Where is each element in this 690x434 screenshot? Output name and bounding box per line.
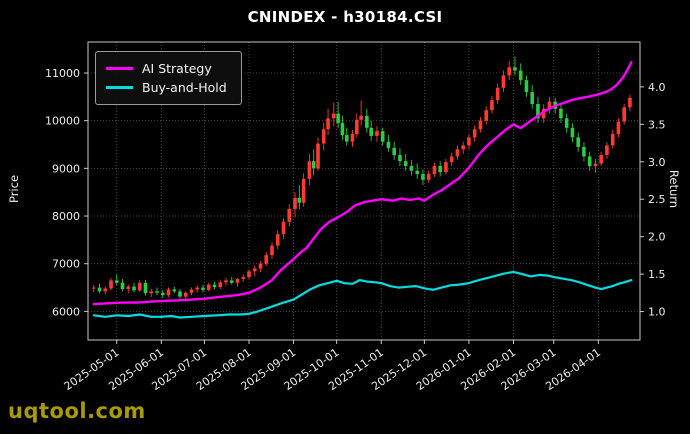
svg-text:2.5: 2.5 bbox=[648, 193, 666, 206]
svg-text:1.5: 1.5 bbox=[648, 268, 666, 281]
svg-text:9000: 9000 bbox=[52, 162, 80, 175]
y-axis-label-price: Price bbox=[7, 174, 21, 204]
svg-text:6000: 6000 bbox=[52, 305, 80, 318]
svg-text:2.0: 2.0 bbox=[648, 231, 666, 244]
svg-text:10000: 10000 bbox=[45, 115, 80, 128]
svg-text:3.0: 3.0 bbox=[648, 156, 666, 169]
svg-text:11000: 11000 bbox=[45, 67, 80, 80]
buy-and-hold-line-swatch bbox=[106, 86, 133, 89]
svg-text:4.0: 4.0 bbox=[648, 81, 666, 94]
legend-item-ai-strategy: AI Strategy bbox=[106, 59, 227, 78]
y-axis-label-return: Return bbox=[667, 169, 681, 209]
svg-text:7000: 7000 bbox=[52, 258, 80, 271]
watermark: uqtool.com bbox=[8, 399, 146, 423]
ai-strategy-line-swatch bbox=[106, 67, 133, 70]
svg-text:1.0: 1.0 bbox=[648, 306, 666, 319]
svg-text:8000: 8000 bbox=[52, 210, 80, 223]
svg-text:3.5: 3.5 bbox=[648, 118, 666, 131]
legend: AI Strategy Buy-and-Hold bbox=[95, 51, 242, 105]
chart-title: CNINDEX - h30184.CSI bbox=[247, 8, 443, 26]
legend-label-ai-strategy: AI Strategy bbox=[142, 61, 212, 76]
legend-label-buy-and-hold: Buy-and-Hold bbox=[142, 80, 227, 95]
legend-item-buy-and-hold: Buy-and-Hold bbox=[106, 78, 227, 97]
